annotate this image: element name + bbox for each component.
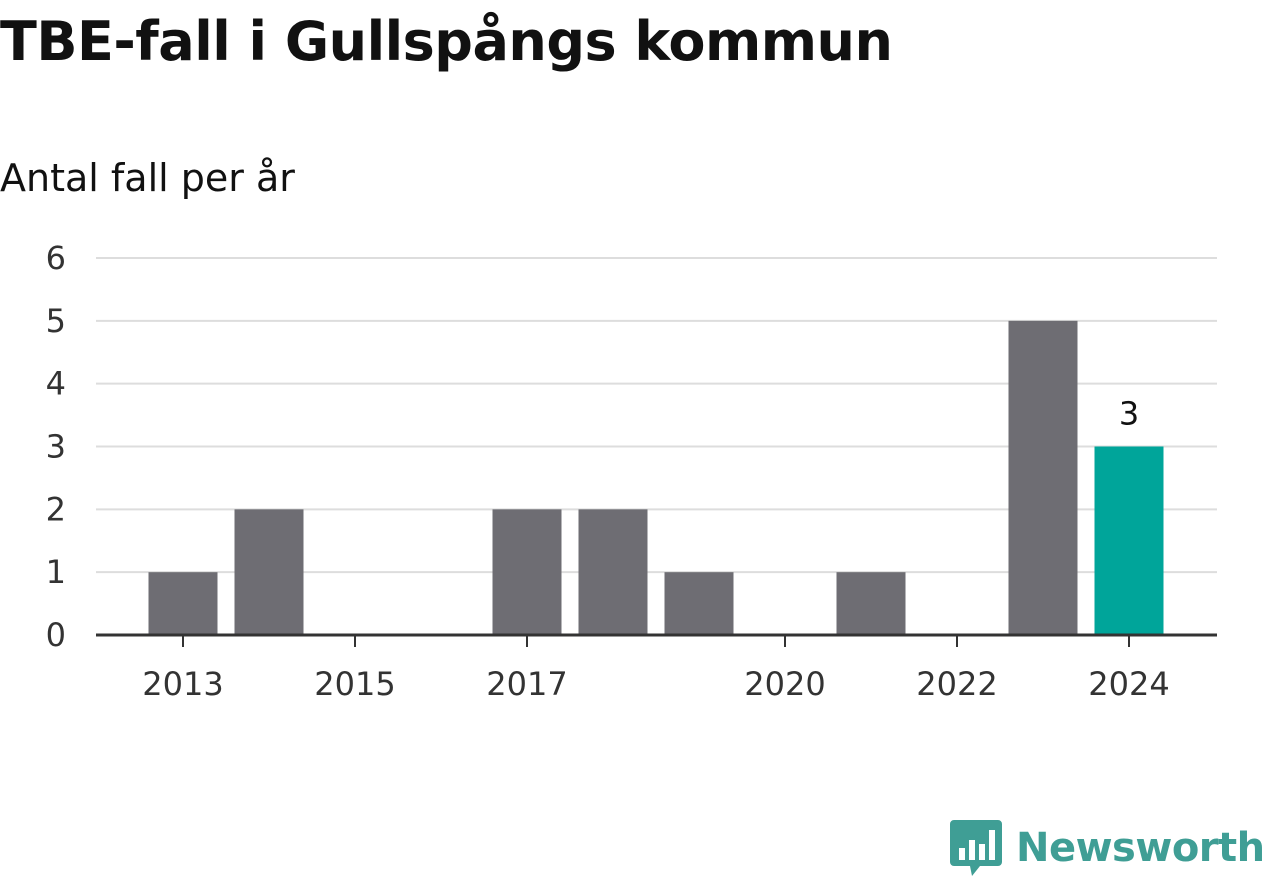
x-tick-label: 2022	[916, 665, 997, 703]
bar-2019	[664, 572, 734, 635]
bar-2018	[578, 509, 648, 635]
newsworthy-logo: Newsworthy	[950, 818, 1262, 878]
bar-2024	[1094, 446, 1164, 635]
bar-chart-speech-bubble-icon	[950, 820, 1002, 876]
brand-name: Newsworthy	[1016, 825, 1262, 871]
page-title: TBE-fall i Gullspångs kommun	[0, 10, 893, 73]
x-tick-label: 2024	[1088, 665, 1169, 703]
x-tick-label: 2020	[744, 665, 825, 703]
y-tick-label: 4	[46, 365, 66, 403]
bar-2017	[492, 509, 562, 635]
x-tick-label: 2013	[142, 665, 223, 703]
y-tick-label: 5	[46, 302, 66, 340]
bar-2023	[1008, 320, 1078, 635]
x-tick-label: 2015	[314, 665, 395, 703]
data-label: 3	[1119, 395, 1139, 433]
x-tick-label: 2017	[486, 665, 567, 703]
y-tick-label: 1	[46, 553, 66, 591]
y-tick-label: 3	[46, 428, 66, 466]
bar-2014	[234, 509, 304, 635]
chart-subtitle: Antal fall per år	[0, 156, 295, 200]
bar-2013	[148, 572, 218, 635]
bar-2021	[836, 572, 906, 635]
y-tick-label: 2	[46, 490, 66, 528]
y-tick-label: 0	[46, 616, 66, 654]
y-tick-label: 6	[46, 239, 66, 277]
